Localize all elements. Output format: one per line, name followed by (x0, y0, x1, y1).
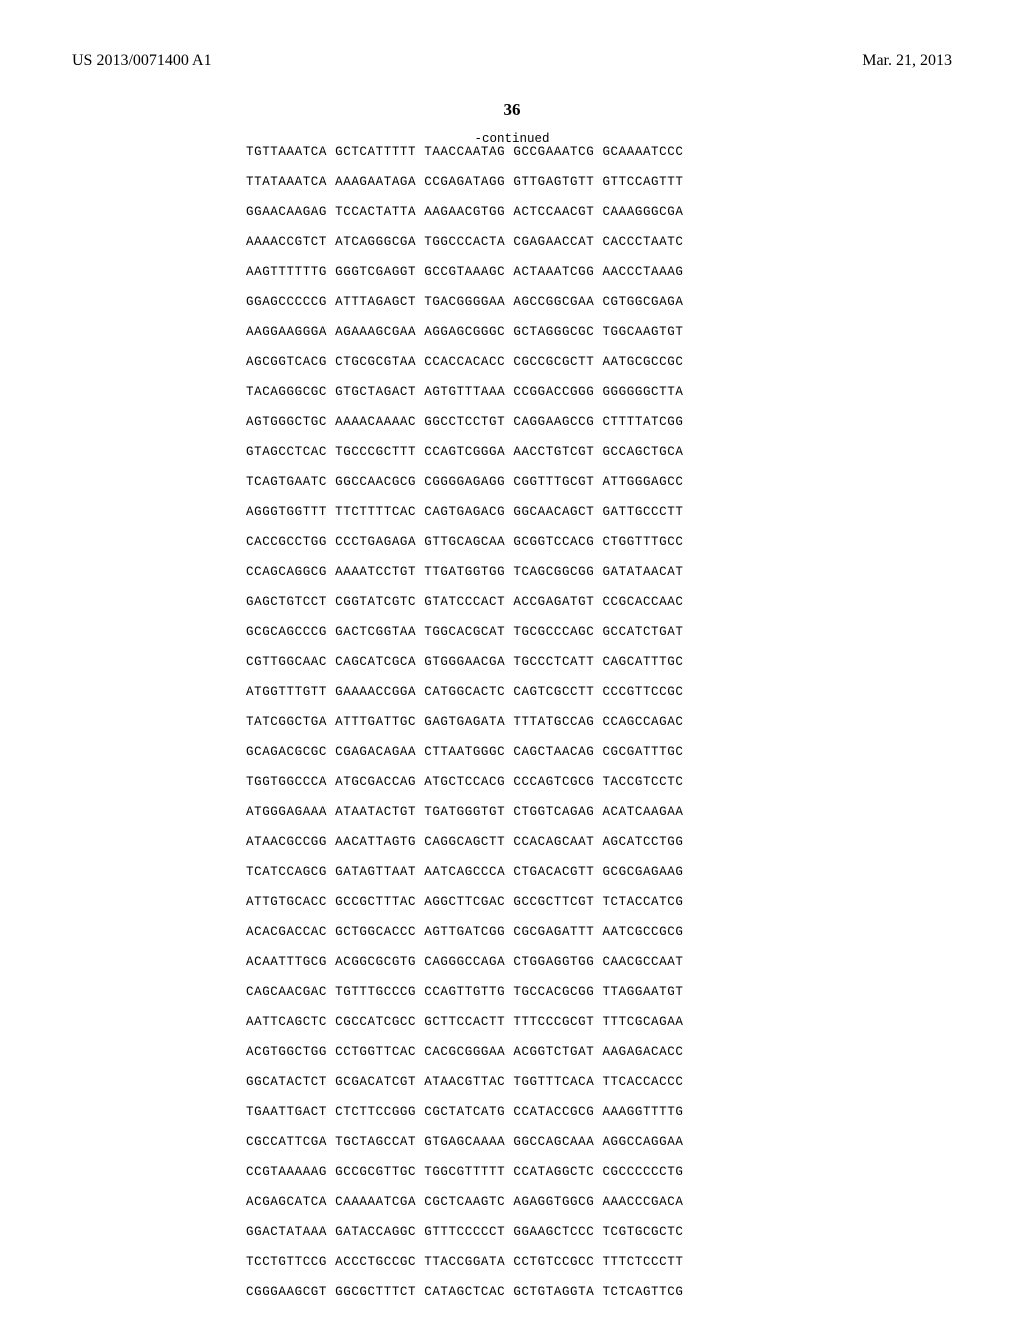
sequence-block: TGTTAAATCA GCTCATTTTT TAACCAATAG GCCGAAA… (246, 145, 683, 1300)
pub-number: US 2013/0071400 A1 (72, 52, 212, 70)
continued-label: -continued (0, 132, 1024, 146)
page-number: 36 (0, 100, 1024, 120)
pub-date: Mar. 21, 2013 (862, 52, 952, 70)
